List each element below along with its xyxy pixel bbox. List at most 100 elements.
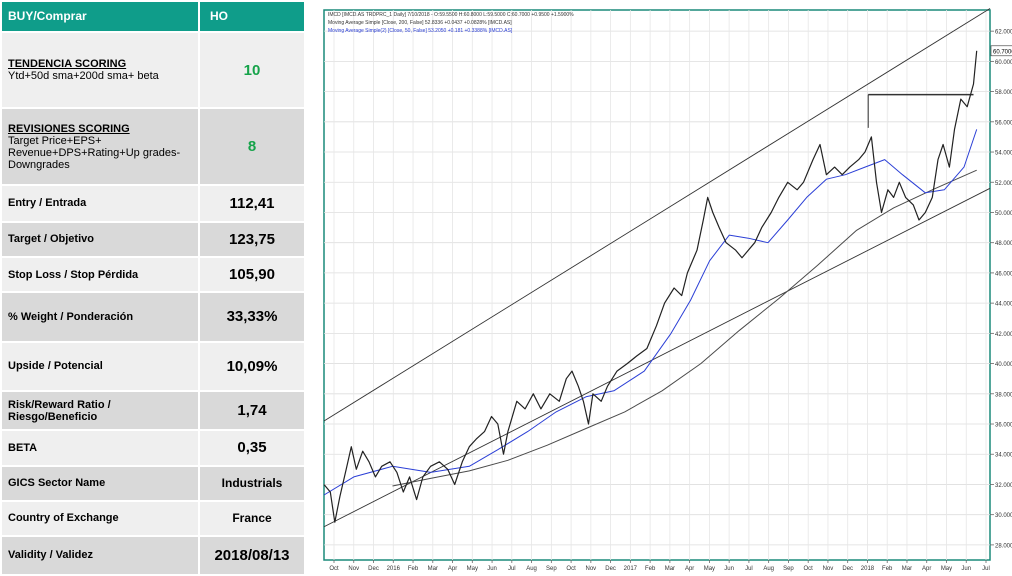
y-tick-label: 48.0000 xyxy=(995,241,1012,247)
x-tick-label: Mar xyxy=(902,566,912,572)
table-row: Country of Exchange France xyxy=(0,499,306,537)
chart-title: IMCD [IMCD.AS TRDPRC_1 Daily] 7/10/2018 … xyxy=(328,12,574,18)
trend-channel-lower xyxy=(323,187,991,528)
scoring-table: BUY/Comprar HO TENDENCIA SCORING Ytd+50d sm… xyxy=(0,0,306,576)
score-description: Ytd+50d sma+200d sma+ beta xyxy=(8,70,159,83)
row-label: TENDENCIA SCORING Ytd+50d sma+200d sma+ b… xyxy=(0,30,200,110)
y-tick-label: 54.0000 xyxy=(995,151,1012,157)
table-row: Target / Objetivo 123,75 xyxy=(0,220,306,259)
x-tick-label: Nov xyxy=(823,566,834,572)
row-value: 2018/08/13 xyxy=(198,534,306,576)
x-tick-label: Mar xyxy=(665,566,675,572)
price-chart: 62.0000 60.0000 58.0000 56.0000 54.0000 52.00… xyxy=(322,0,1012,576)
x-tick-label: Sep xyxy=(783,566,794,572)
x-tick-label: Aug xyxy=(763,566,774,572)
chart-svg: 62.0000 60.0000 58.0000 56.0000 54.0000 52.00… xyxy=(323,8,1012,572)
row-value: 8 xyxy=(198,107,306,186)
table-row: REVISIONES SCORING Target Price+EPS+ Reve… xyxy=(0,107,306,186)
x-tick-label: Oct xyxy=(329,566,339,572)
y-tick-label: 30.0000 xyxy=(995,513,1012,519)
legend-entry: Moving Average Simple(2) [Close, 50, Fal… xyxy=(328,28,513,34)
row-label: Upside / Potencial xyxy=(0,340,200,393)
row-value: 112,41 xyxy=(198,183,306,223)
row-label: GICS Sector Name xyxy=(0,464,200,502)
table-row: Risk/Reward Ratio / Riesgo/Beneficio 1,74 xyxy=(0,390,306,432)
table-row: % Weight / Ponderación 33,33% xyxy=(0,291,306,343)
y-tick-label: 28.0000 xyxy=(995,543,1012,549)
table-row: BETA 0,35 xyxy=(0,429,306,467)
y-tick-label: 34.0000 xyxy=(995,453,1012,459)
row-value: Industrials xyxy=(198,464,306,502)
score-title: REVISIONES SCORING xyxy=(8,122,130,135)
x-tick-label: Jun xyxy=(724,566,734,572)
y-tick-label: 62.0000 xyxy=(995,30,1012,36)
x-tick-label: Apr xyxy=(685,566,694,572)
x-tick-label: Oct xyxy=(566,566,576,572)
row-label: Risk/Reward Ratio / Riesgo/Beneficio xyxy=(0,390,200,432)
y-tick-label: 42.0000 xyxy=(995,332,1012,338)
x-tick-label: May xyxy=(704,566,715,572)
x-tick-label: May xyxy=(941,566,952,572)
x-tick-label: Sep xyxy=(546,566,557,572)
row-value: 1,74 xyxy=(198,390,306,432)
x-tick-label: Mar xyxy=(428,566,438,572)
table-row: Validity / Validez 2018/08/13 xyxy=(0,534,306,576)
price-series-line xyxy=(323,50,978,523)
y-tick-label: 36.0000 xyxy=(995,423,1012,429)
row-label: Validity / Validez xyxy=(0,534,200,576)
row-value: 0,35 xyxy=(198,429,306,467)
x-tick-label: Jul xyxy=(745,566,753,572)
header-ticker: HO xyxy=(198,0,306,33)
legend-entry: Moving Average Simple [Close, 200, False… xyxy=(328,20,512,26)
y-tick-label: 46.0000 xyxy=(995,271,1012,277)
x-tick-label: 2017 xyxy=(624,566,638,572)
x-tick-label: 2016 xyxy=(387,566,401,572)
y-tick-label: 56.0000 xyxy=(995,120,1012,126)
y-tick-label: 44.0000 xyxy=(995,302,1012,308)
y-tick-label: 38.0000 xyxy=(995,392,1012,398)
x-tick-label: Dec xyxy=(605,566,616,572)
table-row: Entry / Entrada 112,41 xyxy=(0,183,306,223)
row-label: Entry / Entrada xyxy=(0,183,200,223)
x-tick-label: Nov xyxy=(348,566,359,572)
row-value: 123,75 xyxy=(198,220,306,259)
x-tick-label: Feb xyxy=(645,566,656,572)
score-title: TENDENCIA SCORING xyxy=(8,58,127,71)
x-tick-label: Jun xyxy=(961,566,971,572)
row-label: BETA xyxy=(0,429,200,467)
table-row: Upside / Potencial 10,09% xyxy=(0,340,306,393)
last-price-tag xyxy=(990,45,1012,57)
x-tick-label: Feb xyxy=(882,566,893,572)
y-tick-label: 40.0000 xyxy=(995,362,1012,368)
x-tick-label: Jun xyxy=(487,566,497,572)
score-description: Target Price+EPS+ Revenue+DPS+Rating+Up … xyxy=(8,134,181,171)
last-price-label: 60.7000 xyxy=(993,49,1012,55)
row-label: Country of Exchange xyxy=(0,499,200,537)
row-value: 105,90 xyxy=(198,255,306,294)
table-row: GICS Sector Name Industrials xyxy=(0,464,306,502)
row-label: % Weight / Ponderación xyxy=(0,291,200,343)
row-label: Target / Objetivo xyxy=(0,220,200,259)
x-tick-label: Apr xyxy=(448,566,457,572)
x-tick-label: Jul xyxy=(508,566,516,572)
y-tick-label: 60.0000 xyxy=(995,60,1012,66)
table-row: Stop Loss / Stop Pérdida 105,90 xyxy=(0,255,306,294)
row-label: REVISIONES SCORING Target Price+EPS+ Reve… xyxy=(0,107,200,186)
y-tick-label: 50.0000 xyxy=(995,211,1012,217)
x-tick-label: Dec xyxy=(368,566,379,572)
row-value: 33,33% xyxy=(198,291,306,343)
table-header-row: BUY/Comprar HO xyxy=(0,0,306,33)
x-tick-label: Jul xyxy=(982,566,990,572)
y-tick-label: 32.0000 xyxy=(995,483,1012,489)
x-tick-label: May xyxy=(467,566,478,572)
x-tick-label: Aug xyxy=(526,566,537,572)
x-tick-label: Feb xyxy=(408,566,419,572)
x-tick-label: Apr xyxy=(922,566,931,572)
y-tick-label: 52.0000 xyxy=(995,181,1012,187)
plot-area xyxy=(323,9,991,561)
table-row: TENDENCIA SCORING Ytd+50d sma+200d sma+ b… xyxy=(0,30,306,110)
row-value: 10 xyxy=(198,30,306,110)
x-tick-label: Nov xyxy=(586,566,597,572)
row-value: France xyxy=(198,499,306,537)
row-value: 10,09% xyxy=(198,340,306,393)
